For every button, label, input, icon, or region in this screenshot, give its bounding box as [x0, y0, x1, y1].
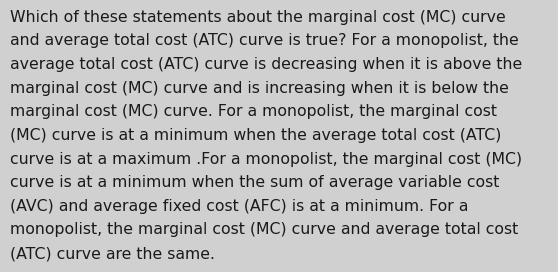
Text: (ATC) curve are the same.: (ATC) curve are the same.: [10, 246, 215, 261]
Text: (AVC) and average fixed cost (AFC) is at a minimum. For a: (AVC) and average fixed cost (AFC) is at…: [10, 199, 468, 214]
Text: curve is at a minimum when the sum of average variable cost: curve is at a minimum when the sum of av…: [10, 175, 499, 190]
Text: (MC) curve is at a minimum when the average total cost (ATC): (MC) curve is at a minimum when the aver…: [10, 128, 502, 143]
Text: Which of these statements about the marginal cost (MC) curve: Which of these statements about the marg…: [10, 10, 506, 24]
Text: monopolist, the marginal cost (MC) curve and average total cost: monopolist, the marginal cost (MC) curve…: [10, 222, 518, 237]
Text: and average total cost (ATC) curve is true? For a monopolist, the: and average total cost (ATC) curve is tr…: [10, 33, 519, 48]
Text: marginal cost (MC) curve and is increasing when it is below the: marginal cost (MC) curve and is increasi…: [10, 81, 509, 95]
Text: curve is at a maximum .For a monopolist, the marginal cost (MC): curve is at a maximum .For a monopolist,…: [10, 152, 522, 166]
Text: average total cost (ATC) curve is decreasing when it is above the: average total cost (ATC) curve is decrea…: [10, 57, 522, 72]
Text: marginal cost (MC) curve. For a monopolist, the marginal cost: marginal cost (MC) curve. For a monopoli…: [10, 104, 497, 119]
